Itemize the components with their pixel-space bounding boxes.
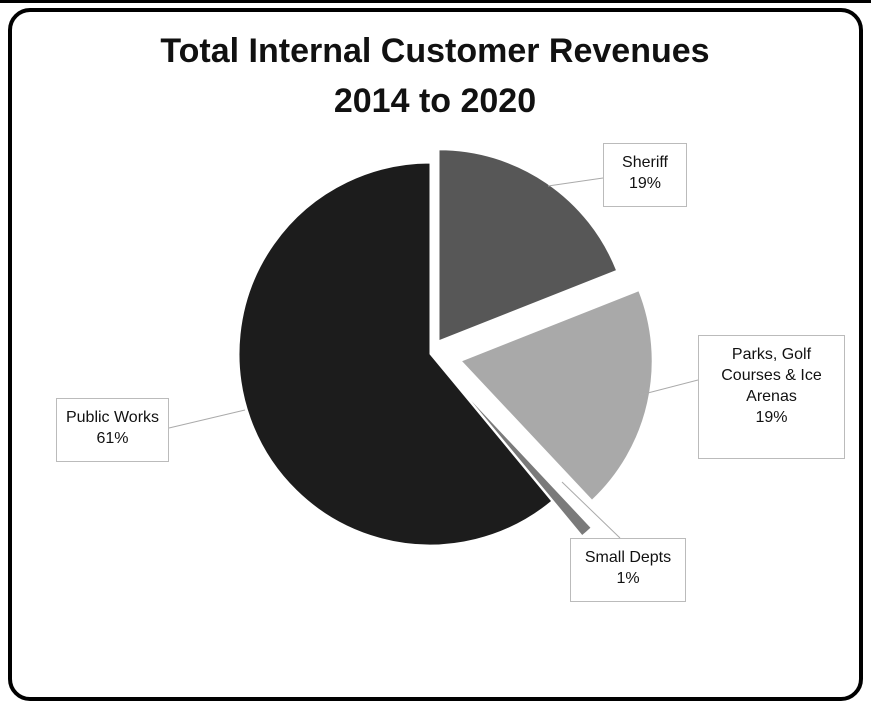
leader-line — [639, 379, 699, 396]
leader-line — [561, 481, 621, 539]
pie-slice — [460, 290, 653, 501]
chart-title: Total Internal Customer Revenues 2014 to… — [160, 32, 710, 120]
top-rule — [0, 0, 871, 3]
label-value: 19% — [628, 175, 662, 192]
leader-line — [168, 409, 246, 429]
label-value: 1% — [616, 570, 640, 587]
data-label: Parks, Golf Courses & Ice Arenas 19% — [698, 335, 845, 459]
data-label: Public Works 61% — [56, 398, 169, 462]
pie-slice — [238, 162, 553, 546]
pie-slice — [460, 388, 592, 537]
data-label: Sheriff 19% — [603, 143, 687, 207]
label-value: 61% — [96, 430, 129, 447]
label-category: Sheriff — [622, 154, 668, 171]
label-value: 19% — [755, 409, 788, 426]
chart-frame — [8, 8, 863, 701]
pie-slice — [438, 149, 618, 342]
leader-line — [547, 177, 604, 187]
label-category: Small Depts — [584, 549, 672, 566]
data-label: Small Depts 1% — [570, 538, 686, 602]
label-category: Public Works — [65, 409, 160, 426]
label-category: Parks, Golf Courses & Ice Arenas — [721, 346, 822, 405]
